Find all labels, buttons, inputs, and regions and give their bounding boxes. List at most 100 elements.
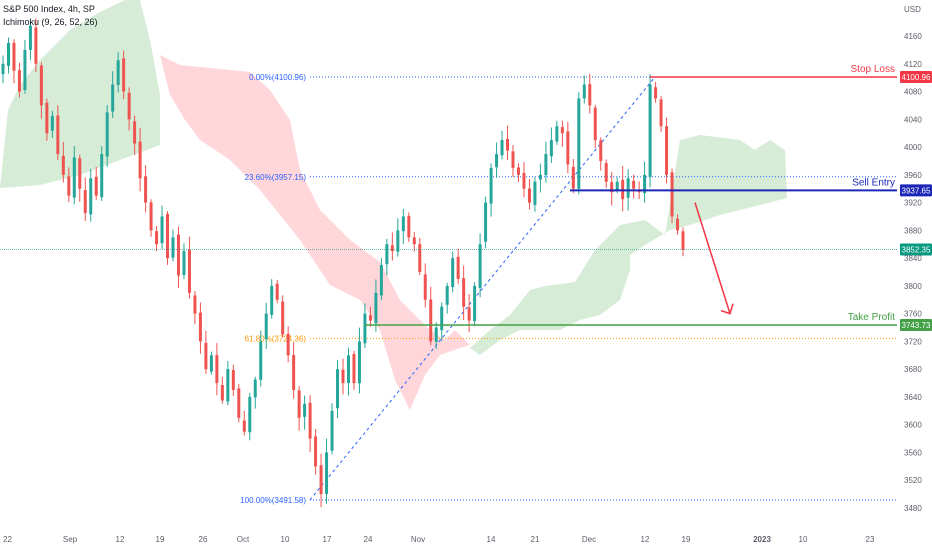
candle (621, 166, 625, 212)
fibonacci-retracement[interactable]: 0.00%(4100.96) 23.60%(3957.15) 61.80%(3724… (240, 73, 897, 505)
candle-body (39, 65, 43, 106)
candle (220, 376, 224, 404)
candle-body (637, 191, 641, 193)
candle-body (604, 163, 608, 182)
candle-body (149, 202, 153, 231)
candle-body (226, 369, 230, 402)
candle (56, 105, 60, 160)
candle (434, 322, 438, 350)
x-tick-label: 24 (364, 535, 373, 544)
y-tick-label: 3920 (904, 199, 922, 208)
candle (231, 364, 235, 397)
candle-body (533, 181, 537, 205)
candle (423, 263, 427, 308)
candle (12, 39, 16, 84)
axes: 3480 3520 3560 3600 3640 3680 3720 3760 3800 3840… (3, 5, 922, 544)
candle (149, 199, 153, 237)
candle (451, 251, 455, 293)
candle-body (467, 307, 471, 321)
y-axis-unit: USD (904, 5, 921, 14)
candle (176, 226, 180, 288)
candle (171, 229, 175, 262)
candle (522, 161, 526, 198)
candle (45, 98, 49, 141)
candle-body (6, 42, 10, 66)
candle-body (275, 283, 279, 300)
symbol-label[interactable]: S&P 500 Index, 4h, SP (3, 4, 95, 14)
x-tick-label: 10 (281, 535, 290, 544)
candle-body (116, 60, 120, 85)
candle-body (248, 396, 252, 433)
candle (681, 227, 685, 257)
candle-body (56, 115, 60, 154)
y-tick-label: 4080 (904, 88, 922, 97)
candle-body (665, 126, 669, 175)
stop-loss-price-tag (900, 70, 932, 83)
candle-body (23, 49, 27, 90)
candle-body (193, 295, 197, 314)
candle (242, 410, 246, 436)
candle-body (451, 258, 455, 288)
candle (198, 302, 202, 354)
candle-body (478, 244, 482, 288)
candle-body (83, 190, 87, 213)
x-tick-label: 2023 (753, 535, 771, 544)
candle-body (588, 84, 592, 106)
x-tick-label: 23 (866, 535, 875, 544)
y-tick-label: 3520 (904, 476, 922, 485)
candle (28, 20, 32, 61)
candle-body (571, 166, 575, 189)
candle (571, 158, 575, 194)
sell-entry-price-tag (900, 184, 932, 197)
candle-body (325, 452, 329, 494)
candle (429, 286, 433, 346)
candle (418, 237, 422, 276)
y-tick-label: 3840 (904, 254, 922, 263)
indicator-label[interactable]: Ichimoku (9, 26, 52, 26) (3, 17, 98, 27)
candle-body (133, 121, 137, 144)
candle-body (220, 385, 224, 401)
candle-body (511, 151, 515, 168)
candle (560, 120, 564, 147)
candle-body (538, 174, 542, 180)
x-tick-label: 19 (156, 535, 165, 544)
y-tick-label: 3600 (904, 421, 922, 430)
y-tick-label: 3640 (904, 393, 922, 402)
x-tick-label: 21 (531, 535, 540, 544)
candle-body (94, 176, 98, 196)
candle-body (593, 107, 597, 141)
candle-body (412, 237, 416, 245)
candle-body (292, 355, 296, 390)
candle-body (144, 176, 148, 203)
candle-body (544, 154, 548, 176)
candle (495, 142, 499, 178)
candle (72, 146, 76, 205)
candle (237, 384, 241, 423)
candle-body (396, 230, 400, 252)
take-profit-price-tag (900, 318, 932, 331)
candle-body (506, 138, 510, 151)
candle (363, 303, 367, 348)
candle-body (352, 354, 356, 384)
candle-body (374, 292, 378, 324)
candle-body (357, 341, 361, 384)
x-tick-label: 22 (3, 535, 12, 544)
candle-body (171, 237, 175, 258)
candle-body (429, 299, 433, 342)
candle (654, 81, 658, 103)
trade-levels[interactable]: 3852.35 Stop Loss 4100.96 Sell Entry 3937.65… (0, 64, 932, 331)
candle-body (462, 278, 466, 307)
candle (506, 125, 510, 161)
candle-body (516, 167, 520, 175)
candle (549, 127, 553, 163)
candle-body (385, 244, 389, 265)
candle-body (456, 256, 460, 279)
candle-body (676, 218, 680, 231)
candle (89, 168, 93, 222)
candle-body (418, 244, 422, 272)
candle-body (363, 313, 367, 344)
candle-body (253, 379, 257, 398)
candle (204, 330, 208, 374)
